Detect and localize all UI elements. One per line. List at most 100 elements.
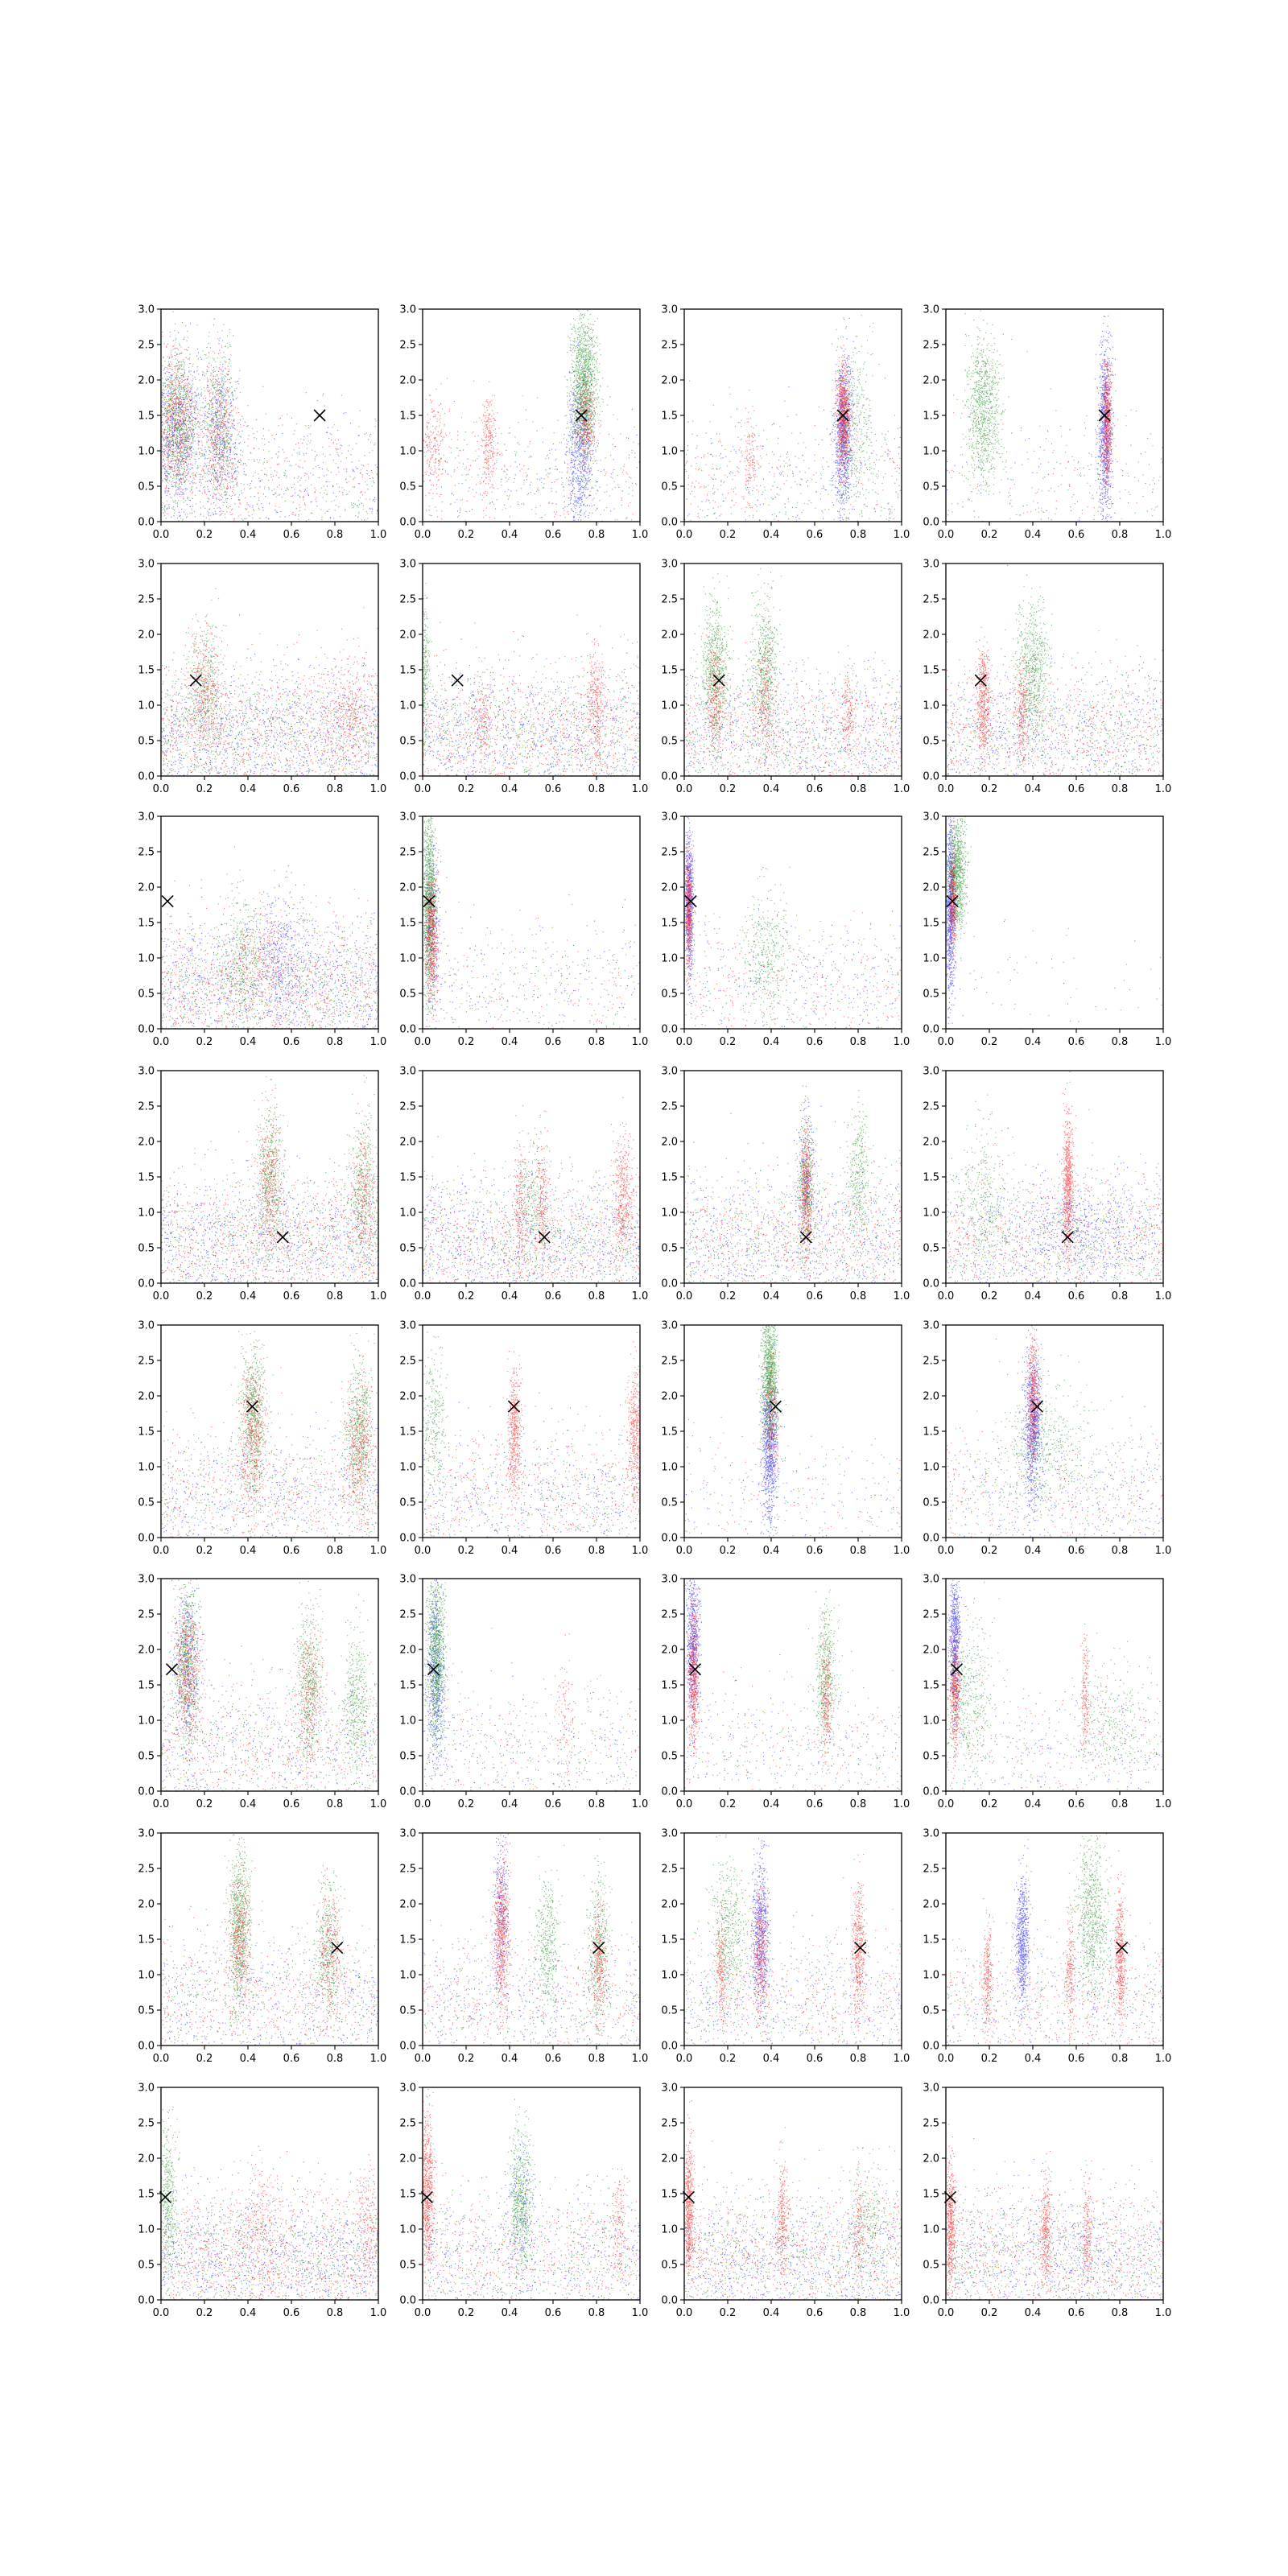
plot-frame (161, 1833, 378, 2046)
x-tick-label: 0.8 (1112, 2307, 1129, 2319)
y-tick-label: 0.0 (138, 771, 155, 783)
y-tick-label: 3.0 (399, 1320, 416, 1332)
y-tick-label: 0.5 (138, 481, 155, 493)
green-series-points (161, 312, 379, 522)
green-series-points (947, 1095, 1164, 1284)
x-tick-label: 0.8 (327, 783, 344, 795)
green-series-points (947, 1833, 1163, 2046)
green-series-points (423, 1331, 641, 1538)
plot-frame (684, 1579, 902, 1791)
x-tick-label: 0.6 (807, 1545, 824, 1557)
scatter-points (684, 2100, 902, 2301)
blue-series-points (423, 622, 641, 778)
x-tick-label: 1.0 (894, 529, 910, 541)
y-tick-label: 1.0 (923, 953, 939, 965)
x-tick-label: 0.8 (1112, 1290, 1129, 1302)
green-series-points (685, 315, 902, 522)
green-series-points (947, 2160, 1165, 2301)
x-tick-label: 1.0 (1155, 2053, 1172, 2065)
y-tick-label: 0.5 (138, 1751, 155, 1763)
x-tick-label: 0.2 (720, 1036, 737, 1048)
scatter-panel-r6-c3: 0.0 0.2 0.4 0.6 0.8 1.00.00.51.01.52.02.53.0 (661, 1574, 910, 1811)
y-tick-label: 2.5 (923, 594, 939, 606)
y-tick-label: 2.0 (138, 375, 155, 387)
x-tick-label: 1.0 (1155, 1036, 1172, 1048)
y-tick-label: 2.5 (923, 847, 939, 859)
x-tick-label: 0.2 (196, 783, 213, 795)
scatter-panel-r4-c4: 0.0 0.2 0.4 0.6 0.8 1.00.00.51.01.52.02.53.0 (923, 1066, 1171, 1303)
y-tick-label: 0.0 (399, 517, 416, 529)
green-series-points (946, 311, 1162, 522)
x-tick-label: 0.6 (545, 2053, 562, 2065)
x-tick-label: 0.6 (807, 1798, 824, 1810)
blue-series-points (163, 1906, 379, 2046)
y-tick-label: 3.0 (399, 811, 416, 824)
red-series-points (423, 1834, 640, 2046)
x-tick-label: 0.6 (545, 1545, 562, 1557)
y-tick-label: 3.0 (923, 1828, 939, 1840)
scatter-panel-r7-c2: 0.0 0.2 0.4 0.6 0.8 1.00.00.51.01.52.02.53.0 (399, 1828, 648, 2066)
scatter-panel-r2-c4: 0.0 0.2 0.4 0.6 0.8 1.00.00.51.01.52.02.53.0 (923, 559, 1171, 796)
y-tick-label: 3.0 (399, 304, 416, 316)
blue-series-points (686, 1344, 900, 1537)
x-tick-label: 0.0 (153, 783, 170, 795)
y-tick-label: 3.0 (661, 1320, 678, 1332)
y-tick-label: 0.0 (661, 1786, 678, 1798)
x-tick-label: 0.8 (850, 2307, 867, 2319)
x-marker (162, 896, 173, 907)
x-tick-label: 0.8 (327, 1036, 344, 1048)
scatter-panel-r8-c1: 0.0 0.2 0.4 0.6 0.8 1.00.00.51.01.52.02.53.0 (138, 2083, 386, 2320)
scatter-panel-r1-c3: 0.0 0.2 0.4 0.6 0.8 1.00.00.51.01.52.02.53.0 (661, 304, 910, 542)
y-tick-label: 2.0 (399, 1645, 416, 1657)
scatter-points (161, 846, 379, 1030)
green-series-points (946, 1582, 1164, 1792)
y-tick-label: 3.0 (138, 2083, 155, 2095)
x-tick-label: 0.2 (981, 2307, 998, 2319)
y-tick-label: 1.0 (923, 1462, 939, 1474)
red-series-points (684, 1086, 902, 1284)
x-tick-label: 0.6 (807, 529, 824, 541)
x-tick-label: 0.4 (502, 2053, 518, 2065)
x-tick-label: 0.6 (545, 1290, 562, 1302)
blue-series-points (947, 316, 1160, 522)
y-tick-label: 2.0 (923, 1899, 939, 1911)
x-tick-label: 0.0 (415, 2307, 431, 2319)
x-tick-label: 0.6 (1068, 2307, 1085, 2319)
blue-series-points (684, 1839, 901, 2046)
x-tick-label: 0.4 (1025, 1545, 1042, 1557)
y-tick-label: 3.0 (138, 1828, 155, 1840)
scatter-points (161, 2087, 379, 2301)
y-tick-label: 0.0 (138, 1786, 155, 1798)
green-series-points (425, 309, 641, 522)
plot-frame (684, 816, 902, 1029)
y-tick-label: 0.0 (923, 517, 939, 529)
plot-frame (684, 2087, 902, 2300)
y-tick-label: 0.0 (399, 2295, 416, 2307)
y-tick-label: 2.5 (923, 1864, 939, 1876)
y-tick-label: 1.0 (399, 700, 416, 712)
y-tick-label: 0.5 (138, 736, 155, 748)
y-tick-label: 1.0 (923, 1208, 939, 1220)
y-tick-label: 0.0 (138, 1533, 155, 1545)
x-tick-label: 0.8 (588, 783, 605, 795)
x-tick-label: 0.8 (588, 1036, 605, 1048)
y-tick-label: 2.5 (661, 594, 678, 606)
blue-series-points (946, 2159, 1163, 2301)
y-tick-label: 1.5 (138, 1934, 155, 1946)
red-series-points (161, 322, 379, 522)
y-tick-label: 0.5 (399, 2005, 416, 2017)
x-tick-label: 0.6 (1068, 2053, 1085, 2065)
x-tick-label: 0.8 (850, 529, 867, 541)
y-tick-label: 3.0 (138, 811, 155, 824)
red-series-points (425, 1633, 639, 1792)
y-tick-label: 0.0 (661, 771, 678, 783)
green-series-points (684, 1590, 901, 1793)
x-tick-label: 0.8 (327, 529, 344, 541)
y-tick-label: 2.0 (661, 1137, 678, 1149)
scatter-panel-r6-c2: 0.0 0.2 0.4 0.6 0.8 1.00.00.51.01.52.02.53.0 (399, 1574, 648, 1811)
y-tick-label: 3.0 (661, 1066, 678, 1078)
y-tick-label: 2.5 (923, 340, 939, 352)
x-tick-label: 1.0 (1155, 783, 1172, 795)
y-tick-label: 0.5 (138, 2005, 155, 2017)
x-tick-label: 0.4 (502, 529, 518, 541)
